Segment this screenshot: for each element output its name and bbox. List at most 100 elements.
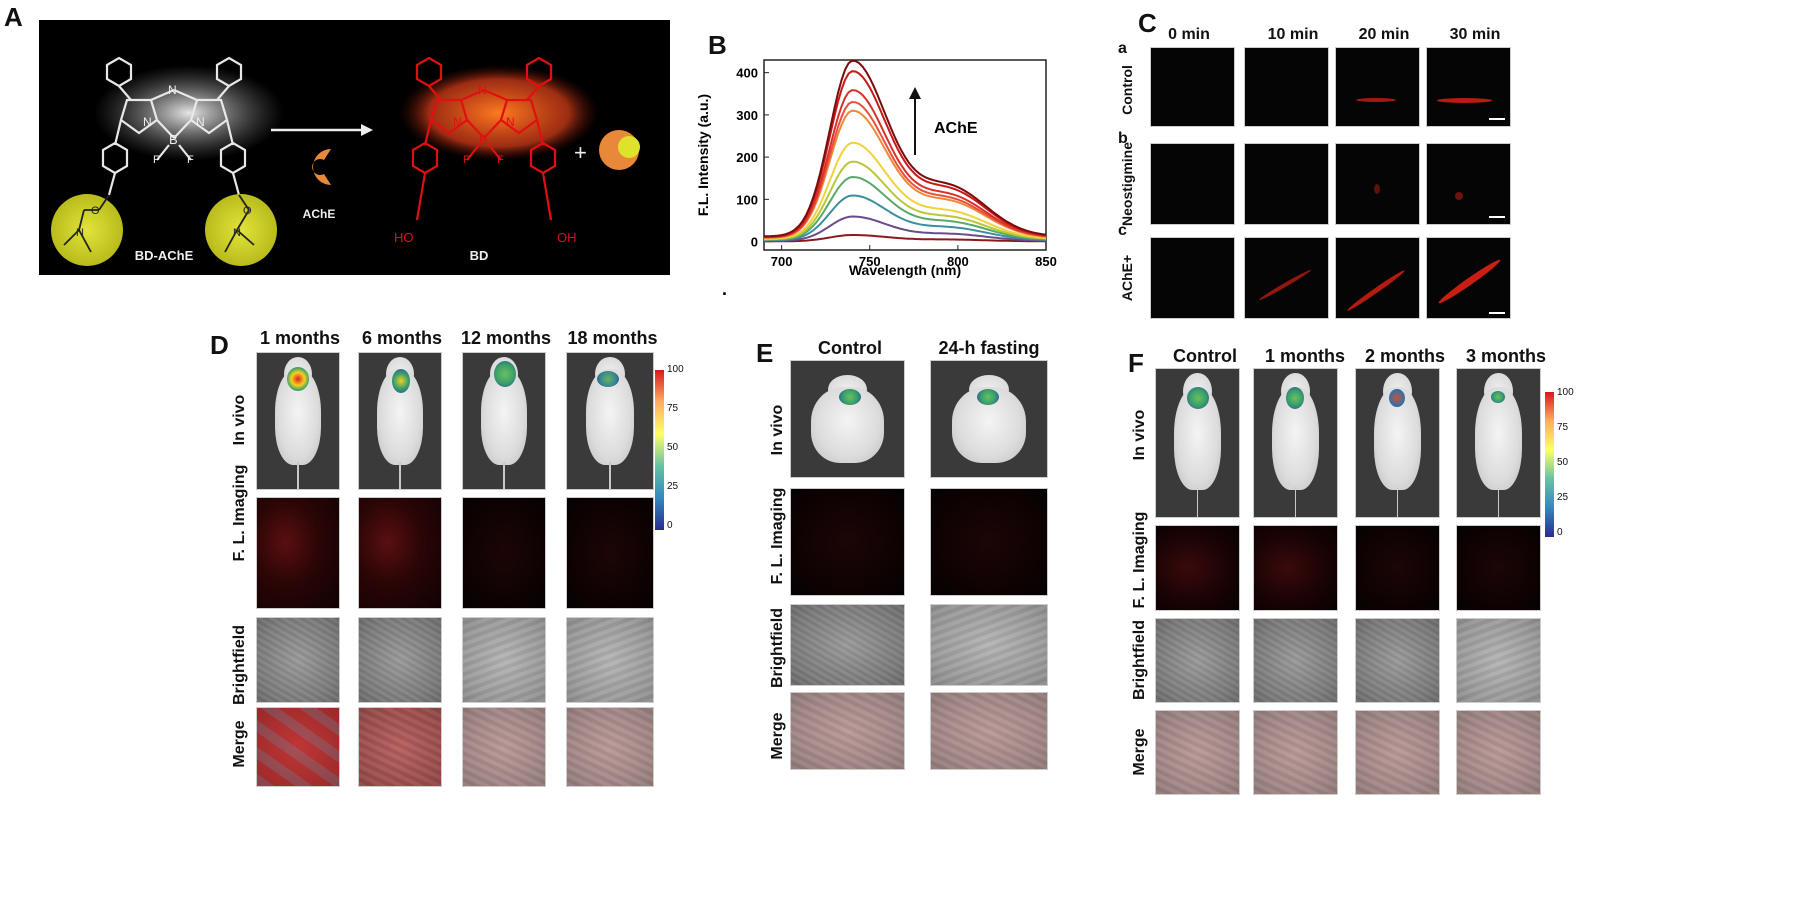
atom-o-left: O: [91, 205, 100, 217]
spectrum-series-8: [764, 89, 1047, 239]
panel-f-merge-tile: [1355, 710, 1440, 795]
panel-f-cbar-25: 25: [1557, 492, 1569, 503]
panel-f-cbar-50: 50: [1557, 457, 1569, 468]
panel-c-tile: [1335, 237, 1420, 319]
probe-glow: [94, 65, 284, 161]
product-atom-n-top: N: [478, 83, 487, 97]
reaction-scheme: N N N B F F O N O N BD-AChE AChE: [51, 56, 640, 266]
panel-c-col-3: 30 min: [1449, 26, 1501, 43]
panel-d-col-0: 1 months: [259, 328, 340, 348]
panel-f-merge-tile: [1253, 710, 1338, 795]
x-axis-label: Wavelength (nm): [849, 262, 961, 278]
panel-f-merge-tile: [1456, 710, 1541, 795]
y-tick-label: 300: [736, 108, 758, 123]
y-tick-label: 200: [736, 150, 758, 165]
panel-d-colorbar: [655, 370, 664, 530]
panel-d-mouse: [566, 352, 654, 490]
panel-c-tile: [1244, 237, 1329, 319]
panel-c-row-neostigmine: Neostigmine: [1119, 141, 1135, 227]
panel-e-bf-tile: [930, 604, 1048, 686]
panel-e-fl-tile: [930, 488, 1048, 596]
ache-arrow-label: AChE: [934, 120, 978, 137]
panel-f-row-fl-imaging: F. L. Imaging: [1131, 511, 1148, 609]
panel-f-fl-tile: [1456, 525, 1541, 611]
panel-d-merge-tile: [358, 707, 442, 787]
panel-c-row-c-letter: c: [1118, 222, 1127, 239]
panel-f-bf-tile: [1155, 618, 1240, 703]
probe-label: BD-AChE: [135, 248, 194, 263]
panel-f-letter: F: [1128, 348, 1144, 378]
atom-b: B: [169, 132, 178, 147]
panel-e-row-fl-imaging: F. L. Imaging: [769, 487, 786, 585]
panel-f-mouse: [1456, 368, 1541, 518]
panel-f-row-merge: Merge: [1131, 728, 1148, 776]
spectrum-series-10: [763, 59, 1047, 238]
panel-c-col-2: 20 min: [1358, 26, 1410, 43]
product-atom-f-left: F: [463, 154, 470, 166]
panel-f-cbar-100: 100: [1557, 387, 1574, 398]
atom-n-right: N: [196, 115, 205, 129]
carbamate-left-circle: [51, 194, 123, 266]
panel-d-fl-tile: [566, 497, 654, 609]
panel-d-cbar-25: 25: [667, 481, 679, 492]
panel-d-mouse: [462, 352, 546, 490]
spectrum-series-1: [764, 215, 1047, 242]
panel-c-tile: [1244, 47, 1329, 127]
panel-d-mouse: [256, 352, 340, 490]
panel-c-tile: [1426, 143, 1511, 225]
spectrum-series-5: [763, 141, 1047, 240]
product-glow: [399, 65, 599, 161]
panel-d-bf-tile: [566, 617, 654, 703]
panel-f-mouse: [1155, 368, 1240, 518]
x-tick-label: 800: [947, 254, 969, 269]
stray-dot: .: [722, 279, 727, 299]
panel-d-col-1: 6 months: [361, 328, 442, 348]
panel-f-mouse: [1355, 368, 1440, 518]
panel-d-cbar-50: 50: [667, 442, 679, 453]
panel-e-row-merge: Merge: [769, 712, 786, 760]
panel-e-bf-tile: [790, 604, 905, 686]
product-label: BD: [470, 248, 489, 263]
panel-c-row-b-letter: b: [1118, 130, 1128, 147]
ache-enzyme-icon: [312, 149, 331, 185]
panel-d-cbar-0: 0: [667, 520, 673, 531]
panel-f-bf-tile: [1355, 618, 1440, 703]
panel-d-bf-tile: [358, 617, 442, 703]
panel-c-row-ache-plus: AChE+: [1119, 254, 1135, 302]
panel-c-tile: [1150, 47, 1235, 127]
panel-e-letter: E: [756, 338, 774, 368]
panel-f-fl-tile: [1355, 525, 1440, 611]
panel-c-row-a-letter: a: [1118, 40, 1127, 57]
panel-e-row-brightfield: Brightfield: [769, 608, 786, 688]
panel-d-cbar-75: 75: [667, 403, 679, 414]
panel-d-bf-tile: [462, 617, 546, 703]
y-tick-label: 0: [751, 235, 758, 250]
x-tick-label: 850: [1035, 254, 1057, 269]
x-tick-label: 700: [771, 254, 793, 269]
panel-d-row-merge: Merge: [231, 720, 248, 768]
panel-c-tile: [1150, 143, 1235, 225]
panel-f-col-2: 2 months: [1364, 346, 1445, 366]
panel-c-tile: [1150, 237, 1235, 319]
panel-d-cbar-100: 100: [667, 364, 684, 375]
panel-c-row-control: Control: [1119, 65, 1135, 115]
panel-f-col-1: 1 months: [1264, 346, 1345, 366]
probe-structure: [101, 56, 247, 196]
spectrum-series-4: [764, 160, 1047, 241]
panel-e-mouse: [930, 360, 1048, 478]
panel-d-merge-tile: [462, 707, 546, 787]
panel-e-col-1: 24-h fasting: [938, 338, 1040, 358]
panel-d-fl-tile: [462, 497, 546, 609]
panel-f-bf-tile: [1253, 618, 1338, 703]
spectrum-series-0: [764, 234, 1046, 243]
fluorescence-spectrum-chart: 0 100 200 300 400 700 750 800 850 F.L. Intensit…: [695, 59, 1057, 299]
product-atom-n-right: N: [506, 115, 515, 129]
panel-c-tile: [1335, 143, 1420, 225]
carbamate-right-circle: [205, 194, 277, 266]
panel-c-col-0: 0 min: [1168, 26, 1210, 43]
panel-f-row-brightfield: Brightfield: [1131, 620, 1148, 700]
plus-sign: +: [574, 140, 587, 165]
panel-b-letter: B: [708, 30, 727, 60]
panel-d-row-brightfield: Brightfield: [231, 625, 248, 705]
panel-d-letter: D: [210, 330, 229, 360]
